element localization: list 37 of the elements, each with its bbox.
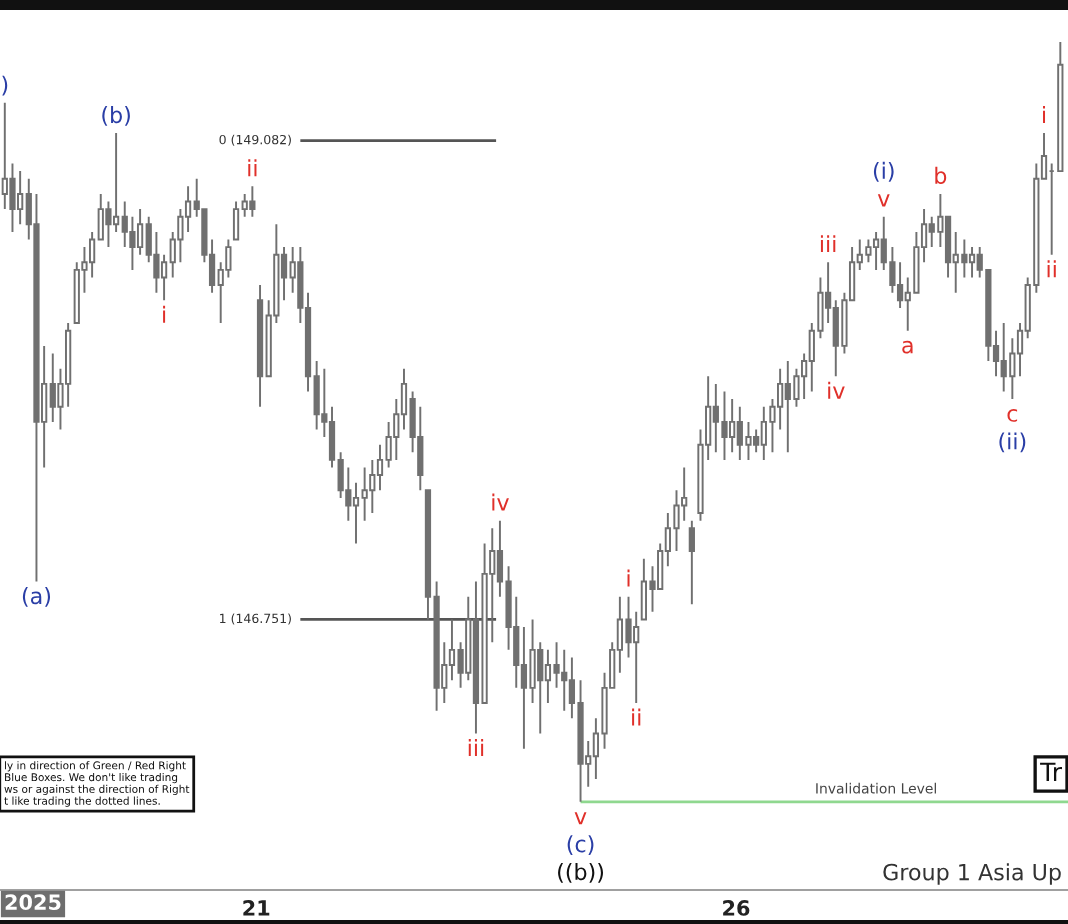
annotation: iv <box>828 381 845 399</box>
candlestick <box>561 648 568 712</box>
annotation: i <box>1043 106 1046 123</box>
text: Group 1 Asia Up <box>883 863 1061 885</box>
annotation: (i) <box>873 161 894 182</box>
annotation: iii <box>468 739 484 756</box>
annotation: (ii) <box>999 432 1026 453</box>
annotation: ii <box>1047 260 1056 278</box>
annotation: i <box>163 305 166 323</box>
x-tick-label: 26 <box>723 900 750 916</box>
candlestick <box>1000 322 1007 393</box>
annotation: (b) <box>102 106 130 126</box>
annotation: i <box>627 569 630 587</box>
annotation: ii <box>248 159 257 177</box>
x-tick-label: 21 <box>243 900 270 916</box>
candlestick <box>729 398 736 454</box>
annotation: ) <box>2 75 8 96</box>
annotation: v <box>574 812 587 825</box>
candlestick <box>256 284 264 408</box>
annotation: b <box>935 166 947 185</box>
annotation: iv <box>492 493 509 511</box>
candlestick <box>249 185 256 218</box>
annotation: ii <box>632 708 641 726</box>
candlestick <box>968 246 976 279</box>
annotation: v <box>877 194 890 207</box>
candlestick <box>688 519 695 606</box>
annotation: (a) <box>22 587 51 607</box>
annotation: a <box>902 340 913 354</box>
annotation: iii <box>820 235 836 253</box>
annotation: (c) <box>567 835 594 855</box>
annotation: Tr <box>1040 762 1062 781</box>
candlestick <box>721 390 728 461</box>
candlestick <box>232 200 240 241</box>
text: 2025 <box>5 894 61 911</box>
annotation: ((b)) <box>558 862 604 883</box>
annotation: c <box>1007 409 1018 422</box>
candlestick <box>865 238 872 264</box>
